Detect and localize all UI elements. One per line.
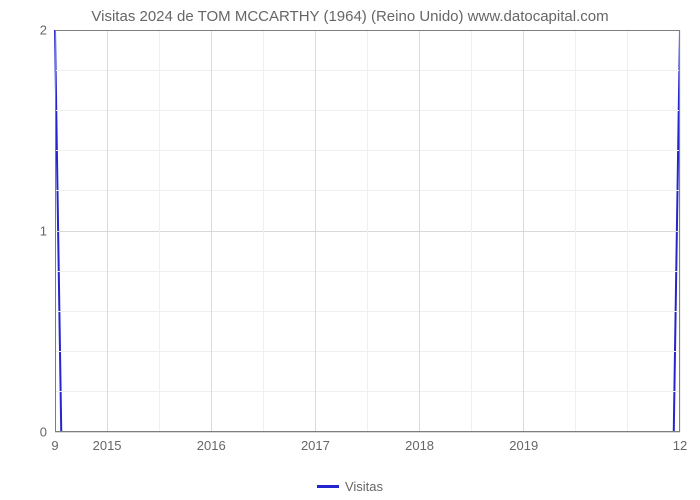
gridline-v-minor [575, 30, 576, 432]
legend-label: Visitas [345, 479, 383, 494]
gridline-v-major [211, 30, 212, 432]
gridline-v-minor [627, 30, 628, 432]
gridline-v-major [107, 30, 108, 432]
x-tick-label: 2016 [197, 432, 226, 453]
chart-container: Visitas 2024 de TOM MCCARTHY (1964) (Rei… [0, 0, 700, 500]
y-tick-label: 1 [40, 224, 55, 239]
x-edge-label-right: 12 [673, 432, 687, 453]
legend-swatch [317, 485, 339, 488]
chart-title: Visitas 2024 de TOM MCCARTHY (1964) (Rei… [0, 8, 700, 25]
gridline-v-minor [159, 30, 160, 432]
x-tick-label: 2018 [405, 432, 434, 453]
gridline-v-major [315, 30, 316, 432]
gridline-v-major [523, 30, 524, 432]
gridline-v-minor [263, 30, 264, 432]
plot-area: 9 12 01220152016201720182019 [55, 30, 680, 432]
x-tick-label: 2019 [509, 432, 538, 453]
gridline-v-minor [680, 30, 681, 432]
gridline-v-major [419, 30, 420, 432]
y-tick-label: 2 [40, 23, 55, 38]
y-tick-label: 0 [40, 425, 55, 440]
x-tick-label: 2015 [93, 432, 122, 453]
gridline-v-minor [55, 30, 56, 432]
x-tick-label: 2017 [301, 432, 330, 453]
legend: Visitas [0, 478, 700, 494]
gridline-v-minor [471, 30, 472, 432]
gridline-v-minor [367, 30, 368, 432]
